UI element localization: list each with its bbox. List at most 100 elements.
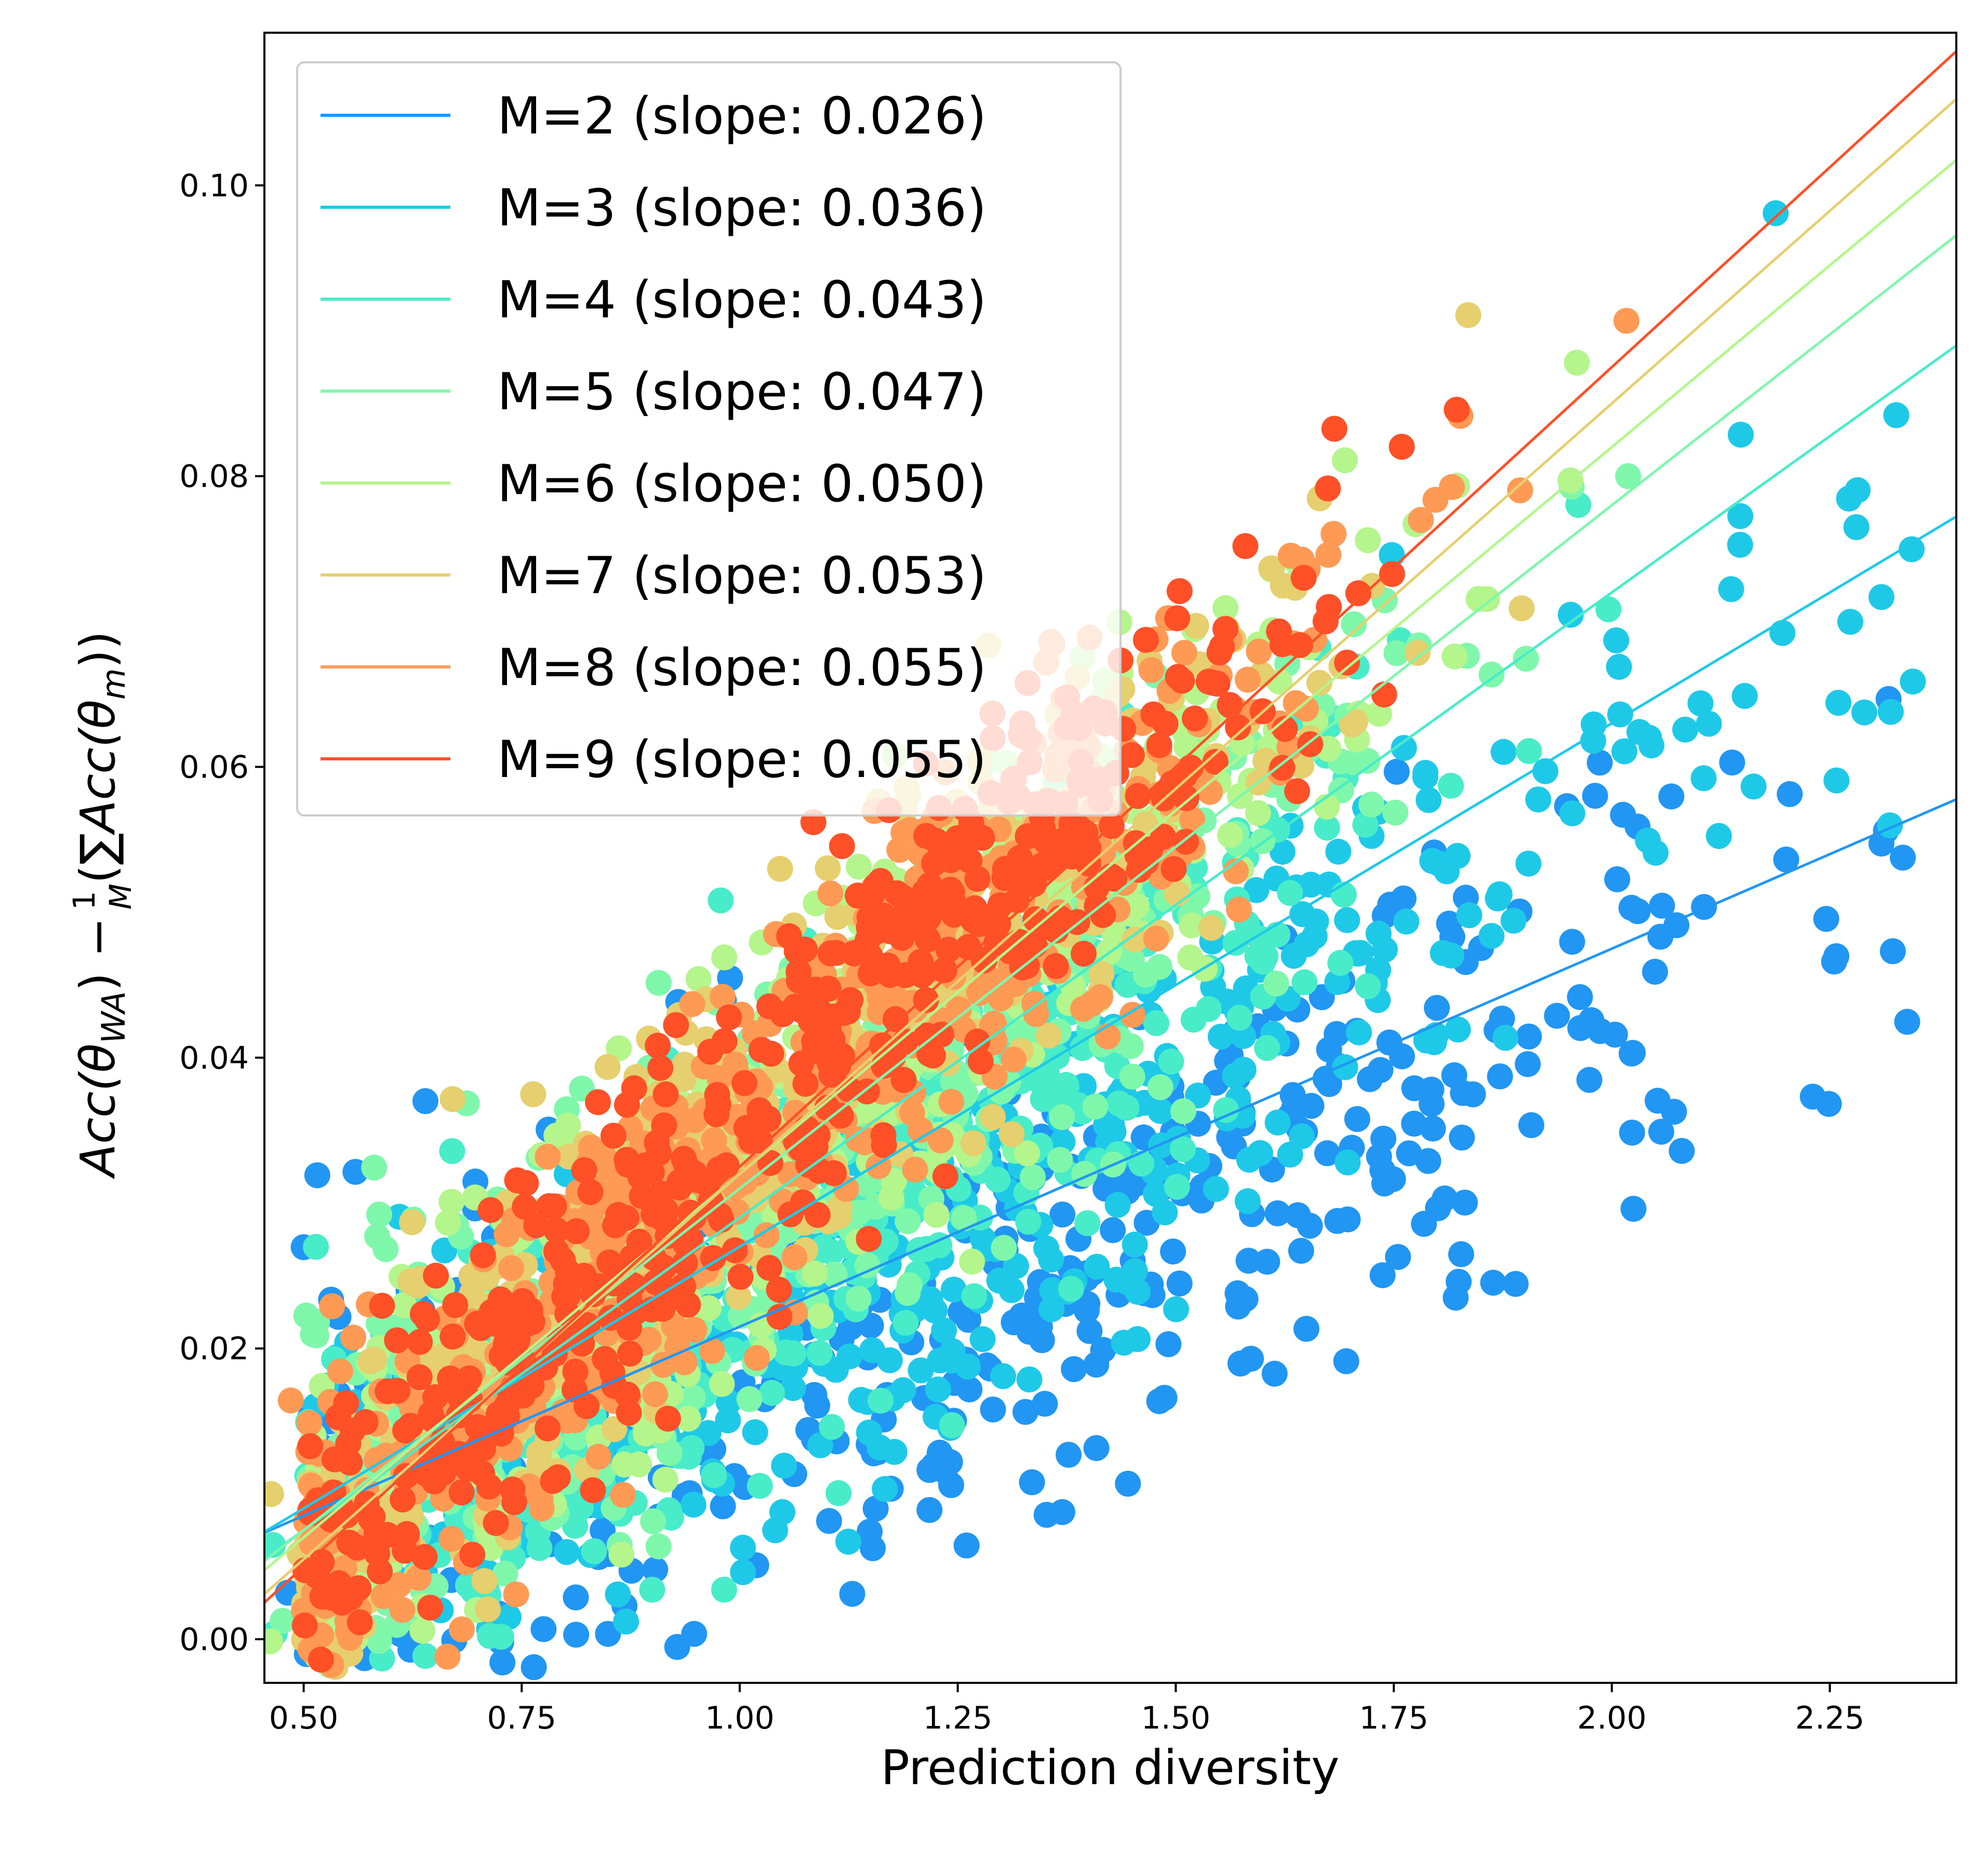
- scatter-point: [1160, 856, 1187, 882]
- scatter-point: [1532, 758, 1558, 784]
- scatter-point: [1049, 1104, 1075, 1130]
- scatter-point: [1146, 954, 1172, 980]
- scatter-point: [1763, 200, 1789, 226]
- scatter-point: [321, 1446, 348, 1472]
- scatter-point: [825, 1480, 852, 1506]
- scatter-point: [836, 1343, 863, 1370]
- scatter-point: [1516, 738, 1542, 765]
- scatter-point: [1076, 1318, 1103, 1344]
- scatter-point: [1383, 758, 1410, 785]
- scatter-point: [1335, 1149, 1361, 1175]
- scatter-point: [758, 1040, 784, 1067]
- scatter-point: [1269, 838, 1296, 865]
- scatter-point: [1164, 605, 1191, 632]
- scatter-point: [679, 991, 705, 1017]
- scatter-point: [655, 1405, 681, 1432]
- scatter-point: [927, 1127, 954, 1154]
- scatter-point: [1649, 892, 1675, 919]
- scatter-point: [931, 1317, 957, 1344]
- scatter-point: [1163, 1296, 1189, 1322]
- scatter-point: [1430, 940, 1456, 966]
- scatter-point: [969, 1326, 996, 1353]
- scatter-point: [503, 1581, 529, 1608]
- scatter-point: [1138, 657, 1165, 684]
- scatter-point: [1642, 958, 1668, 985]
- scatter-point: [483, 1510, 509, 1536]
- scatter-point: [1580, 728, 1606, 754]
- scatter-point: [340, 1324, 366, 1351]
- scatter-point: [1369, 1157, 1396, 1184]
- scatter-point: [510, 1383, 536, 1409]
- scatter-point: [434, 1643, 461, 1670]
- scatter-point: [1518, 1112, 1544, 1139]
- scatter-point: [1478, 923, 1505, 949]
- scatter-point: [1416, 787, 1442, 813]
- scatter-point: [1448, 1241, 1474, 1267]
- scatter-point: [868, 1387, 894, 1414]
- scatter-point: [277, 1387, 304, 1414]
- scatter-point: [1083, 1351, 1110, 1378]
- scatter-point: [1879, 938, 1906, 965]
- scatter-point: [845, 882, 871, 909]
- regression-line-M5: [264, 234, 1956, 1562]
- scatter-point: [521, 1654, 547, 1680]
- scatter-point: [895, 1208, 921, 1235]
- scatter-point: [1385, 1244, 1411, 1270]
- scatter-point: [1049, 1201, 1076, 1228]
- scatter-point: [815, 855, 841, 881]
- scatter-point: [528, 1495, 555, 1522]
- scatter-point: [956, 1376, 983, 1402]
- scatter-point: [1015, 823, 1041, 849]
- scatter-point: [1661, 1099, 1687, 1125]
- scatter-point: [1266, 618, 1292, 645]
- scatter-point: [585, 1443, 612, 1470]
- scatter-point: [1327, 949, 1354, 976]
- scatter-point: [611, 1451, 637, 1478]
- scatter-point: [1500, 907, 1527, 934]
- scatter-point: [881, 1439, 908, 1465]
- scatter-point: [563, 1622, 590, 1648]
- scatter-point: [1314, 814, 1340, 841]
- scatter-point: [1446, 1268, 1472, 1295]
- scatter-point: [1212, 595, 1239, 621]
- scatter-point: [1234, 1188, 1261, 1214]
- scatter-point: [1232, 533, 1259, 559]
- scatter-point: [731, 1070, 757, 1096]
- scatter-point: [680, 1491, 706, 1518]
- scatter-point: [1147, 1074, 1173, 1101]
- scatter-point: [938, 1089, 965, 1115]
- scatter-point: [819, 1414, 845, 1440]
- scatter-point: [1355, 527, 1381, 553]
- regression-line-M3: [264, 515, 1956, 1533]
- scatter-point: [1408, 507, 1434, 533]
- scatter-point: [1298, 872, 1324, 898]
- scatter-point: [821, 1261, 848, 1288]
- scatter-point: [1559, 800, 1585, 826]
- scatter-point: [1177, 944, 1204, 971]
- scatter-point: [645, 1533, 672, 1560]
- scatter-point: [553, 1271, 579, 1297]
- scatter-point: [889, 884, 915, 911]
- scatter-point: [1799, 1083, 1826, 1110]
- scatter-point: [727, 1264, 754, 1290]
- scatter-point: [802, 1260, 828, 1287]
- scatter-point: [594, 1054, 621, 1080]
- scatter-point: [801, 1028, 828, 1054]
- ylabel-close: )): [70, 631, 126, 668]
- scatter-point: [1868, 584, 1894, 610]
- scatter-point: [966, 980, 992, 1006]
- legend-label: M=3 (slope: 0.036): [497, 179, 986, 238]
- scatter-point: [1334, 649, 1360, 676]
- scatter-point: [535, 1144, 561, 1170]
- scatter-point: [923, 1202, 950, 1228]
- scatter-point: [980, 1396, 1006, 1423]
- scatter-point: [1894, 1009, 1920, 1035]
- scatter-point: [1316, 594, 1342, 620]
- scatter-point: [1455, 302, 1482, 328]
- scatter-point: [1705, 823, 1732, 849]
- scatter-point: [1119, 1063, 1145, 1090]
- scatter-point: [1039, 1277, 1065, 1303]
- scatter-point: [1225, 714, 1251, 741]
- x-tick-label: 1.50: [1141, 1700, 1211, 1736]
- scatter-point: [616, 1315, 643, 1341]
